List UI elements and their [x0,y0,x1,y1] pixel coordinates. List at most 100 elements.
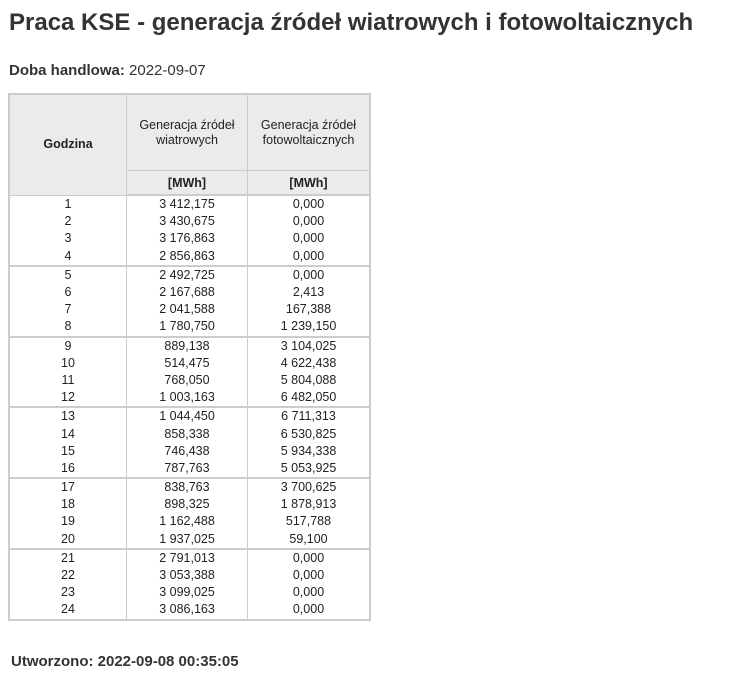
cell-solar: 3 700,625 [247,478,371,497]
cell-solar: 2,413 [247,283,371,302]
cell-wind: 787,763 [126,459,248,480]
cell-solar: 5 053,925 [247,459,371,480]
cell-hour: 16 [8,459,127,480]
cell-wind: 3 176,863 [126,230,248,248]
table-row: 17 838,763 3 700,625 [8,478,371,497]
cell-solar: 0,000 [247,247,371,267]
cell-solar: 0,000 [247,213,371,231]
cell-wind: 1 044,450 [126,407,248,426]
table-row: 13 1 044,450 6 711,313 [8,407,371,426]
column-header-solar: Generacja źródeł fotowoltaicznych [247,93,371,171]
cell-wind: 768,050 [126,371,248,390]
cell-solar: 59,100 [247,530,371,550]
cell-hour: 18 [8,496,127,514]
cell-wind: 514,475 [126,354,248,372]
cell-wind: 1 003,163 [126,389,248,409]
cell-solar: 0,000 [247,601,371,620]
cell-wind: 898,325 [126,496,248,514]
cell-solar: 517,788 [247,513,371,531]
table-row: 15 746,438 5 934,338 [8,442,371,460]
cell-hour: 2 [8,213,127,231]
cell-hour: 9 [8,336,127,355]
cell-hour: 5 [8,265,127,284]
cell-hour: 1 [8,195,127,214]
cell-wind: 3 412,175 [126,195,248,214]
cell-solar: 0,000 [247,195,371,214]
unit-header-wind: [MWh] [126,170,248,196]
cell-hour: 22 [8,566,127,585]
column-header-wind: Generacja źródeł wiatrowych [126,93,248,171]
cell-hour: 6 [8,283,127,302]
cell-solar: 5 934,338 [247,442,371,460]
cell-hour: 20 [8,530,127,550]
cell-hour: 3 [8,230,127,248]
cell-solar: 4 622,438 [247,354,371,372]
cell-solar: 0,000 [247,584,371,602]
trading-day-value: 2022-09-07 [129,62,206,79]
cell-wind: 889,138 [126,336,248,355]
cell-solar: 6 482,050 [247,389,371,409]
table-row: 23 3 099,025 0,000 [8,584,371,602]
cell-hour: 19 [8,513,127,531]
table-row: 24 3 086,163 0,000 [8,601,371,620]
column-header-hour: Godzina [8,93,127,196]
created-timestamp: Utworzono: 2022-09-08 00:35:05 [11,652,239,672]
cell-hour: 14 [8,425,127,443]
cell-wind: 2 041,588 [126,301,248,319]
table-row: 16 787,763 5 053,925 [8,459,371,480]
cell-solar: 1 239,150 [247,318,371,338]
cell-hour: 7 [8,301,127,319]
cell-hour: 8 [8,318,127,338]
created-value: 2022-09-08 00:35:05 [97,653,239,670]
table-row: 19 1 162,488 517,788 [8,513,371,531]
cell-hour: 4 [8,247,127,267]
cell-wind: 2 167,688 [126,283,248,302]
cell-hour: 17 [8,478,127,497]
cell-wind: 3 086,163 [126,601,248,620]
cell-wind: 1 937,025 [126,530,248,550]
cell-wind: 1 780,750 [126,318,248,338]
table-row: 20 1 937,025 59,100 [8,530,371,550]
cell-hour: 12 [8,389,127,409]
table-row: 21 2 791,013 0,000 [8,548,371,567]
cell-wind: 858,338 [126,425,248,443]
page-title: Praca KSE - generacja źródeł wiatrowych … [9,9,694,36]
created-label: Utworzono: [11,653,94,670]
cell-solar: 0,000 [247,230,371,248]
cell-solar: 0,000 [247,548,371,567]
cell-wind: 2 791,013 [126,548,248,567]
cell-hour: 10 [8,354,127,372]
generation-table: Godzina Generacja źródeł wiatrowych Gene… [8,93,371,621]
cell-solar: 6 530,825 [247,425,371,443]
cell-hour: 15 [8,442,127,460]
cell-wind: 1 162,488 [126,513,248,531]
cell-wind: 3 099,025 [126,584,248,602]
cell-solar: 3 104,025 [247,336,371,355]
unit-header-solar: [MWh] [247,170,371,196]
cell-solar: 0,000 [247,265,371,284]
cell-wind: 838,763 [126,478,248,497]
table-row: 10 514,475 4 622,438 [8,354,371,372]
table-row: 18 898,325 1 878,913 [8,496,371,514]
cell-hour: 21 [8,548,127,567]
cell-wind: 2 856,863 [126,247,248,267]
table-row: 22 3 053,388 0,000 [8,566,371,585]
cell-wind: 746,438 [126,442,248,460]
trading-day: Doba handlowa: 2022-09-07 [9,61,206,81]
table-row: 14 858,338 6 530,825 [8,425,371,443]
cell-hour: 13 [8,407,127,426]
cell-wind: 3 430,675 [126,213,248,231]
table-row: 9 889,138 3 104,025 [8,336,371,355]
table-row: 11 768,050 5 804,088 [8,371,371,390]
cell-hour: 11 [8,371,127,390]
cell-wind: 3 053,388 [126,566,248,585]
